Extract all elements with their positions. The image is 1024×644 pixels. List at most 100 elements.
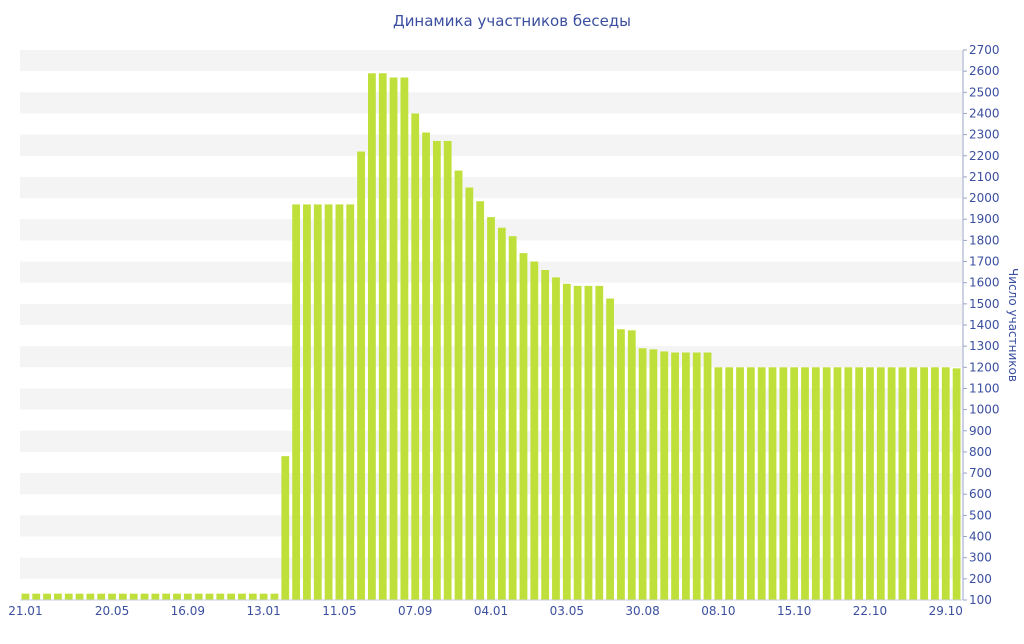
x-axis: 21.01 20.05 16.09 13.01 11.05 07.09 04.01 03.05… [8,599,963,618]
bar [595,285,604,600]
x-tick-label: 16.09 [171,604,205,618]
bar [801,367,809,600]
bar [487,217,495,600]
bar [833,367,842,600]
bar [844,367,853,600]
y-tick-label: 2300 [969,128,1000,142]
bar [411,113,420,601]
bar [573,285,582,600]
y-tick-label: 2600 [969,64,1000,78]
bar [313,204,322,601]
bar [941,367,950,600]
y-tick-label: 300 [969,551,992,565]
y-tick-label: 1200 [969,360,1000,374]
y-tick-label: 2700 [969,43,1000,57]
y-tick-label: 1300 [969,339,1000,353]
bar [75,593,84,600]
y-axis-label: Число участников [1006,268,1020,382]
grid-band [20,50,962,72]
bar [86,593,95,600]
bar [497,227,506,600]
bar [129,593,138,600]
bar [227,593,236,600]
bar [627,330,636,600]
x-tick-label: 30.08 [625,604,659,618]
bar [682,352,690,600]
bar [216,593,225,600]
y-tick-label: 1100 [969,381,1000,395]
grid-band [20,92,962,114]
x-tick-label: 21.01 [8,604,42,618]
bar [54,593,62,600]
bar [584,285,593,600]
bar [692,352,701,600]
bar [606,298,615,600]
y-tick-label: 600 [969,487,992,501]
x-tick-label: 08.10 [701,604,735,618]
bar [476,201,485,600]
x-tick-label: 22.10 [853,604,887,618]
bar [368,73,376,600]
y-tick-label: 100 [969,593,992,607]
bar [248,593,257,600]
bar [21,593,30,600]
bar [660,351,669,600]
bar [259,593,268,600]
y-tick-label: 2000 [969,191,1000,205]
bar [931,367,939,600]
bar [238,593,246,600]
bar [303,204,311,601]
bar [389,77,398,600]
y-tick-label: 1800 [969,233,1000,247]
bar [617,329,625,600]
bar [465,187,474,600]
y-tick-label: 800 [969,445,992,459]
y-tick-label: 1700 [969,255,1000,269]
bar [790,367,799,600]
bar [562,283,571,600]
bar [400,77,409,600]
bar [43,593,51,600]
bar [64,593,73,600]
bar [866,367,874,600]
x-tick-label: 13.01 [246,604,280,618]
y-tick-label: 200 [969,572,992,586]
bar [151,593,160,600]
bar [541,270,550,600]
bar [671,352,679,600]
bar [270,593,279,600]
y-tick-label: 1000 [969,403,1000,417]
bar [822,367,831,600]
bar [346,204,355,601]
bar [281,456,290,600]
bar [746,367,755,600]
bar [725,367,734,600]
bar [173,593,181,600]
bar [714,367,723,600]
bar [422,132,430,600]
bar [855,367,864,600]
bar [519,253,528,600]
bar [779,367,788,600]
bar [183,593,192,600]
x-tick-label: 11.05 [322,604,356,618]
bar [638,348,647,600]
x-tick-label: 03.05 [550,604,584,618]
bar [649,349,658,600]
bar [140,593,149,600]
y-tick-label: 400 [969,530,992,544]
bar [703,352,712,600]
bar [118,593,127,600]
chart-title: Динамика участников беседы [392,12,632,30]
x-tick-label: 04.01 [474,604,508,618]
y-tick-label: 1500 [969,297,1000,311]
y-tick-label: 500 [969,508,992,522]
bar [108,593,116,600]
bar [335,204,344,601]
y-tick-label: 2500 [969,85,1000,99]
grid-band [20,176,962,199]
bar [97,593,106,600]
x-tick-label: 20.05 [95,604,129,618]
